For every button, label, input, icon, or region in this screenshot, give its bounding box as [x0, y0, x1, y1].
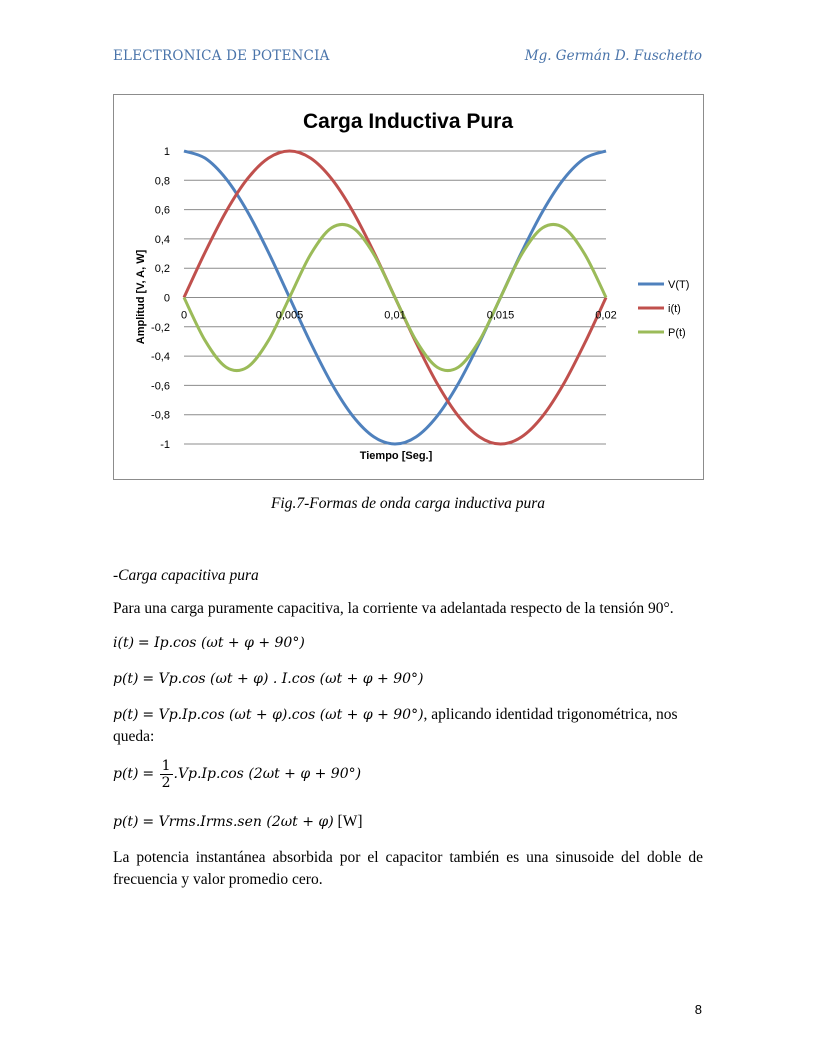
y-tick-label: 1	[164, 146, 170, 158]
eq4-rhs: .Vp.Ip.cos (2ωt + φ + 90°)	[173, 766, 362, 783]
eq4-lhs: p(t)	[113, 766, 139, 783]
equation-power-trig: p(t) = Vp.Ip.cos (ωt + φ).cos (ωt + φ + …	[113, 706, 678, 723]
eq3-lhs: p(t)	[113, 707, 139, 723]
figure-caption: Fig.7-Formas de onda carga inductiva pur…	[270, 495, 546, 512]
y-tick-label: -1	[160, 439, 170, 451]
y-tick-label: 0,4	[155, 234, 170, 246]
eq5-lhs: p(t)	[113, 814, 139, 830]
y-tick-label: -0,2	[151, 322, 170, 334]
y-tick-label: 0,6	[155, 205, 170, 217]
chart-legend: V(T) i(t) P(t)	[638, 279, 689, 339]
eq5-rhs: Vrms.Irms.sen (2ωt + φ)	[158, 814, 334, 830]
section-title: -Carga capacitiva pura	[113, 567, 259, 584]
y-tick-label: 0,2	[155, 263, 170, 275]
fraction-numerator: 1	[159, 758, 173, 775]
equation-power-half: p(t) = 1 2 .Vp.Ip.cos (2ωt + φ + 90°)	[113, 758, 362, 791]
eq1-rhs: Ip.cos (ωt + φ + 90°)	[154, 635, 305, 651]
x-tick-label: 0	[181, 310, 187, 322]
chart-title: Carga Inductiva Pura	[303, 110, 513, 133]
y-tick-label: 0,8	[155, 175, 170, 187]
y-tick-label: 0	[164, 293, 170, 305]
equation-current: i(t) = Ip.cos (ωt + φ + 90°)	[113, 635, 305, 651]
eq3-rhs: Vp.Ip.cos (ωt + φ).cos (ωt + φ + 90°)	[158, 707, 424, 723]
y-tick-label: -0,6	[151, 380, 170, 392]
chart: 1 0,8 0,6 0,4 0,2 0 -0,2 -0,4 -0,6 -0,8 -1 0 0,005 0,…	[135, 110, 689, 462]
paragraph-conclusion: La potencia instantánea absorbida por el…	[113, 849, 703, 888]
eq2-lhs: p(t)	[113, 671, 139, 687]
eq3-tail-line2: queda:	[113, 728, 155, 745]
legend-label: i(t)	[668, 303, 681, 315]
x-tick-label: 0,01	[384, 310, 405, 322]
x-tick-label: 0,015	[487, 310, 515, 322]
eq5-unit: [W]	[337, 813, 363, 830]
series-line-3	[182, 222, 608, 373]
x-tick-label: 0,02	[595, 310, 616, 322]
x-axis-label: Tiempo [Seg.]	[360, 450, 433, 462]
page-number: 8	[694, 1002, 702, 1017]
eq1-lhs: i(t)	[113, 635, 135, 651]
legend-label: V(T)	[668, 279, 689, 291]
x-tick-label: 0,005	[276, 310, 304, 322]
y-tick-label: -0,8	[151, 410, 170, 422]
chart-frame: 1 0,8 0,6 0,4 0,2 0 -0,2 -0,4 -0,6 -0,8 -1 0 0,005 0,…	[113, 94, 704, 480]
header-title: ELECTRONICA DE POTENCIA	[113, 48, 330, 64]
legend-label: P(t)	[668, 327, 686, 339]
eq2-rhs: Vp.cos (ωt + φ) . I.cos (ωt + φ + 90°)	[158, 671, 424, 687]
equation-power-rms: p(t) = Vrms.Irms.sen (2ωt + φ) [W]	[113, 813, 363, 830]
paragraph-intro: Para una carga puramente capacitiva, la …	[113, 600, 674, 617]
y-tick-label: -0,4	[151, 351, 170, 363]
fraction: 1 2	[159, 758, 173, 791]
header-author: Mg. Germán D. Fuschetto	[524, 48, 702, 64]
series-line-1	[183, 149, 607, 446]
eq3-tail: , aplicando identidad trigonométrica, no…	[423, 706, 678, 723]
fraction-denominator: 2	[161, 775, 171, 791]
equation-power-product: p(t) = Vp.cos (ωt + φ) . I.cos (ωt + φ +…	[113, 671, 424, 687]
y-axis-label: Amplitud [V, A, W]	[135, 249, 147, 344]
